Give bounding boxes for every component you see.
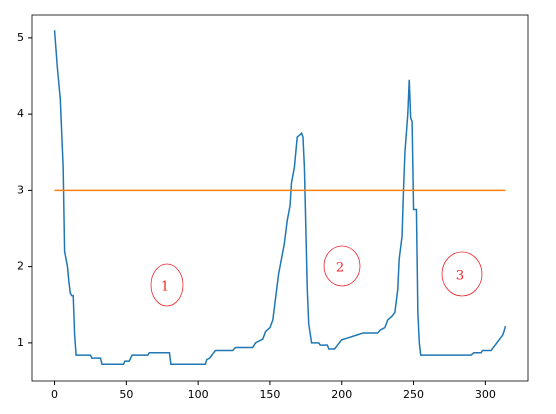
y-tick-label: 3 — [17, 183, 24, 196]
annotation: 2 — [336, 261, 344, 276]
line — [53, 30, 507, 365]
y-tick-label: 1 — [17, 336, 24, 349]
y-tick-label: 2 — [17, 260, 24, 273]
annotation-circle — [441, 251, 483, 297]
x-tick-label: 50 — [119, 388, 133, 401]
annotation-circle — [150, 263, 184, 307]
x-tick-label: 150 — [259, 388, 280, 401]
y-tick-label: 4 — [17, 107, 24, 120]
plot-frame — [31, 14, 529, 382]
annotation: 3 — [456, 269, 464, 284]
annotation-circle — [323, 245, 361, 287]
x-tick-label: 300 — [475, 388, 496, 401]
x-tick-label: 0 — [51, 388, 58, 401]
x-tick-label: 100 — [188, 388, 209, 401]
annotation: 1 — [161, 280, 169, 295]
x-tick-label: 200 — [331, 388, 352, 401]
x-tick-label: 250 — [403, 388, 424, 401]
y-tick-label: 5 — [17, 31, 24, 44]
